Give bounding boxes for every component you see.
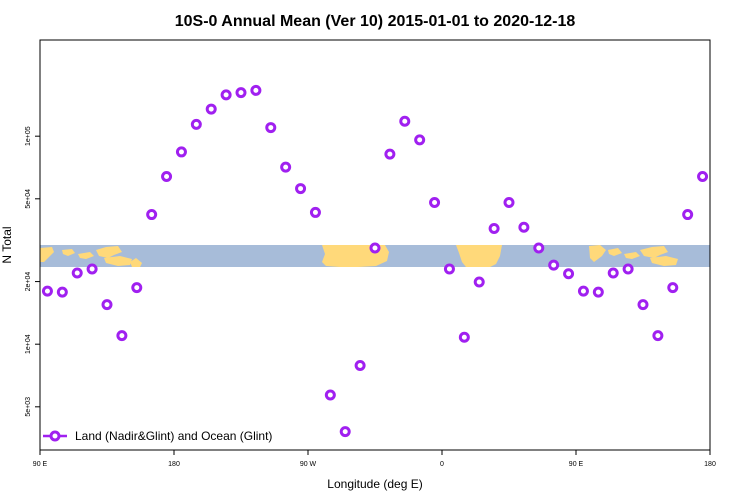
data-point-0-7 — [146, 209, 158, 221]
data-point-0-6 — [131, 282, 143, 294]
data-points — [41, 84, 709, 438]
legend: Land (Nadir&Glint) and Ocean (Glint) — [43, 429, 272, 443]
data-point-0-26 — [429, 196, 441, 208]
data-point-0-4 — [101, 299, 113, 311]
data-point-0-39 — [622, 263, 634, 275]
y-tick-label-4: 1e+05 — [25, 126, 32, 146]
land-africa — [456, 245, 502, 267]
x-axis-label: Longitude (deg E) — [327, 477, 422, 491]
data-point-0-16 — [280, 161, 292, 173]
plot-frame — [39, 39, 711, 451]
data-point-0-10 — [190, 118, 202, 130]
x-tick-label-3: 0 — [440, 461, 444, 468]
x-tick-label-1: 180 — [168, 461, 180, 468]
y-tick-label-2: 2e+04 — [25, 272, 32, 292]
data-point-0-5 — [116, 330, 128, 342]
chart-title: 10S-0 Annual Mean (Ver 10) 2015-01-01 to… — [175, 13, 576, 30]
x-tick-label-4: 90 E — [569, 461, 584, 468]
data-point-0-13 — [235, 87, 247, 99]
data-point-0-43 — [682, 209, 694, 221]
data-point-0-15 — [265, 122, 277, 134]
data-point-0-36 — [577, 285, 589, 297]
data-point-0-2 — [71, 267, 83, 279]
data-point-0-34 — [548, 259, 560, 271]
data-point-0-23 — [384, 148, 396, 160]
data-point-0-28 — [458, 331, 470, 343]
y-axis: 5e+03 1e+04 2e+04 5e+04 1e+05 — [25, 126, 40, 417]
data-point-0-0 — [41, 285, 53, 297]
data-point-0-14 — [250, 84, 262, 96]
data-point-0-25 — [414, 134, 426, 146]
x-tick-label-2: 90 W — [300, 461, 317, 468]
data-point-0-19 — [324, 389, 336, 401]
data-point-0-37 — [592, 286, 604, 298]
data-point-0-9 — [175, 146, 187, 158]
data-point-0-44 — [697, 171, 709, 183]
data-point-0-8 — [161, 171, 173, 183]
data-point-0-38 — [607, 267, 619, 279]
data-point-0-20 — [339, 426, 351, 438]
y-axis-label: N Total — [0, 226, 14, 263]
data-point-0-41 — [652, 330, 664, 342]
y-tick-label-1: 1e+04 — [25, 334, 32, 354]
data-point-0-40 — [637, 299, 649, 311]
data-point-0-32 — [518, 221, 530, 233]
data-point-0-35 — [563, 268, 575, 280]
data-point-0-11 — [205, 103, 217, 115]
y-tick-label-3: 5e+04 — [25, 189, 32, 209]
data-point-0-24 — [399, 115, 411, 127]
data-point-0-22 — [369, 242, 381, 254]
data-point-0-29 — [473, 276, 485, 288]
data-point-0-1 — [56, 286, 68, 298]
data-point-0-12 — [220, 89, 232, 101]
data-point-0-33 — [533, 242, 545, 254]
land-asia-indonesia-repeat — [589, 245, 678, 266]
y-tick-label-0: 5e+03 — [25, 397, 32, 417]
data-point-0-18 — [309, 206, 321, 218]
data-point-0-21 — [354, 359, 366, 371]
x-tick-label-0: 90 E — [33, 461, 48, 468]
land-australia — [130, 258, 142, 267]
x-tick-label-5: 180 — [704, 461, 716, 468]
x-axis: 90 E 180 90 W 0 90 E 180 — [33, 450, 716, 468]
legend-marker-swatch — [49, 430, 61, 442]
data-point-0-27 — [443, 263, 455, 275]
data-point-0-30 — [488, 222, 500, 234]
data-point-0-3 — [86, 263, 98, 275]
data-point-0-17 — [295, 183, 307, 195]
legend-label: Land (Nadir&Glint) and Ocean (Glint) — [75, 429, 272, 443]
data-point-0-31 — [503, 196, 515, 208]
data-point-0-42 — [667, 282, 679, 294]
land-asia-indonesia — [40, 246, 132, 266]
